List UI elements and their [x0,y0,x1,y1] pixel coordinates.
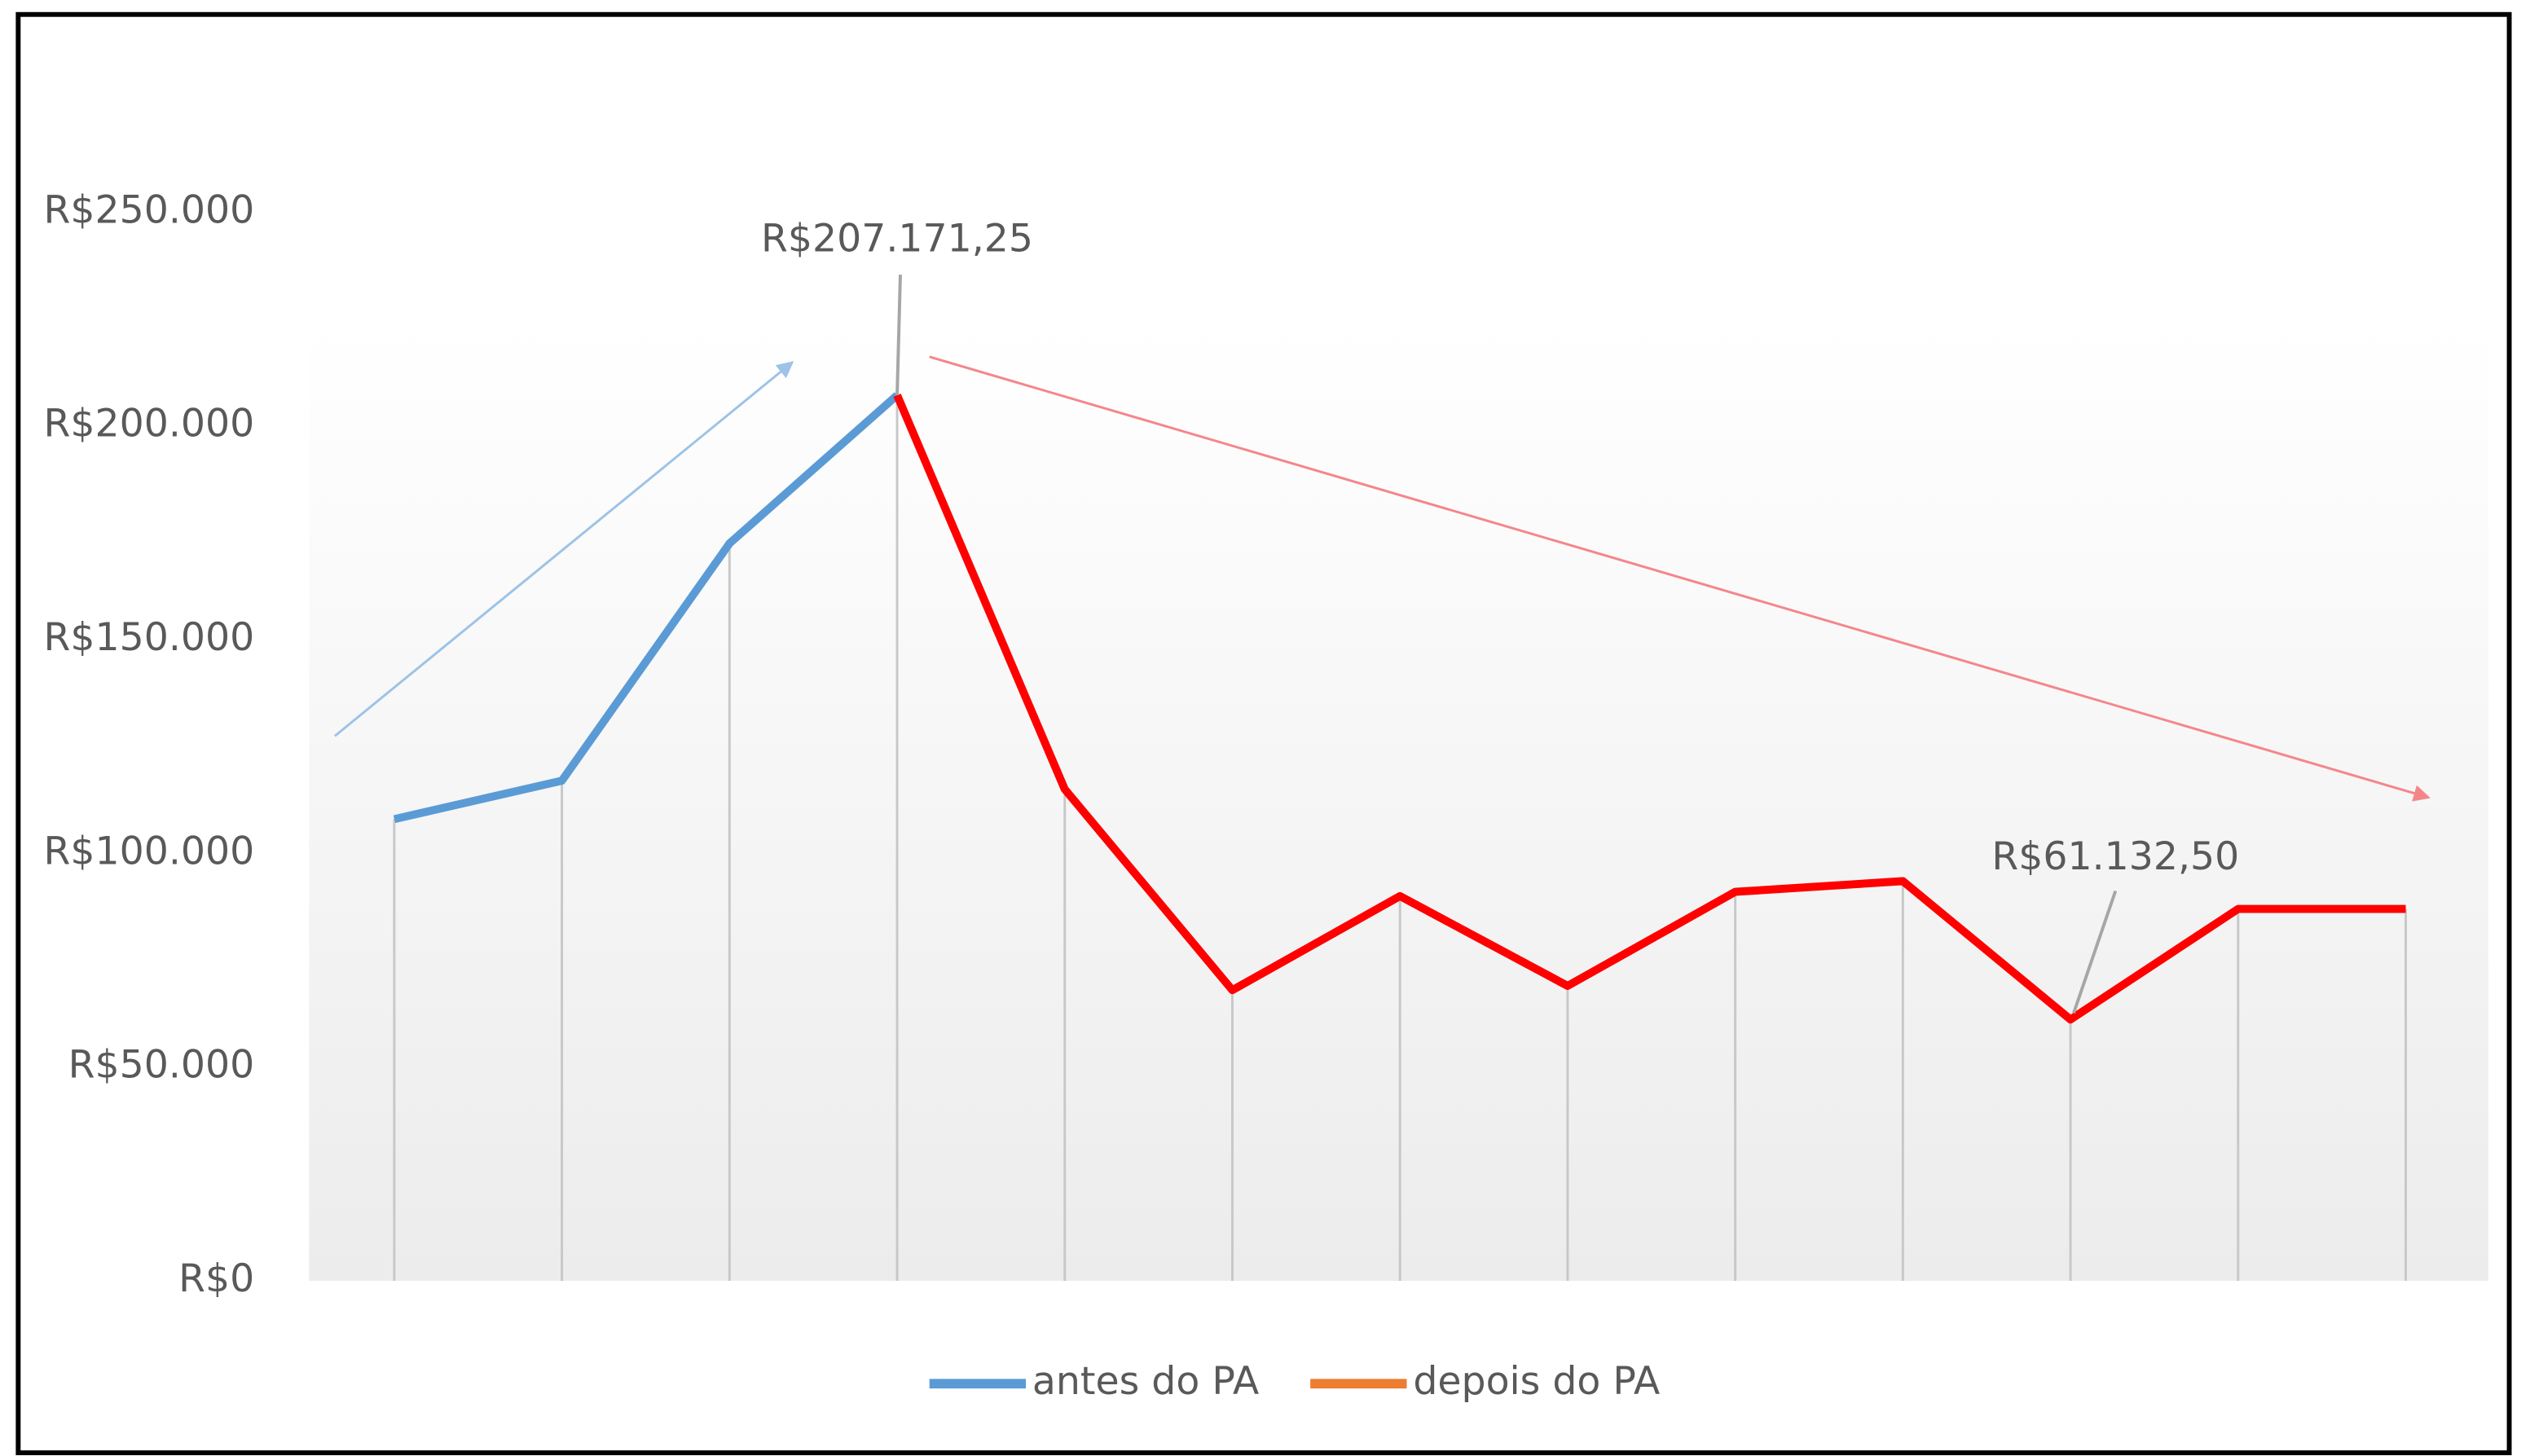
legend-label: antes do PA [1032,1359,1259,1404]
leader-line [2072,890,2118,1014]
y-tick-label: R$100.000 [44,829,255,873]
y-tick-label: R$200.000 [44,402,255,446]
series-line [393,392,900,824]
y-tick-label: R$250.000 [44,187,255,232]
y-tick-label: R$0 [178,1256,254,1301]
legend-label: depois do PA [1413,1359,1660,1404]
trend-arrow-up [333,361,794,737]
trend-arrow-down [929,355,2431,802]
leader-line [895,275,902,396]
data-label: R$61.132,50 [1991,834,2239,879]
y-tick-label: R$150.000 [44,615,255,660]
series-line [893,394,2406,1024]
data-label: R$207.171,25 [761,217,1033,262]
y-tick-label: R$50.000 [68,1043,255,1088]
plot-area [309,321,2488,1282]
